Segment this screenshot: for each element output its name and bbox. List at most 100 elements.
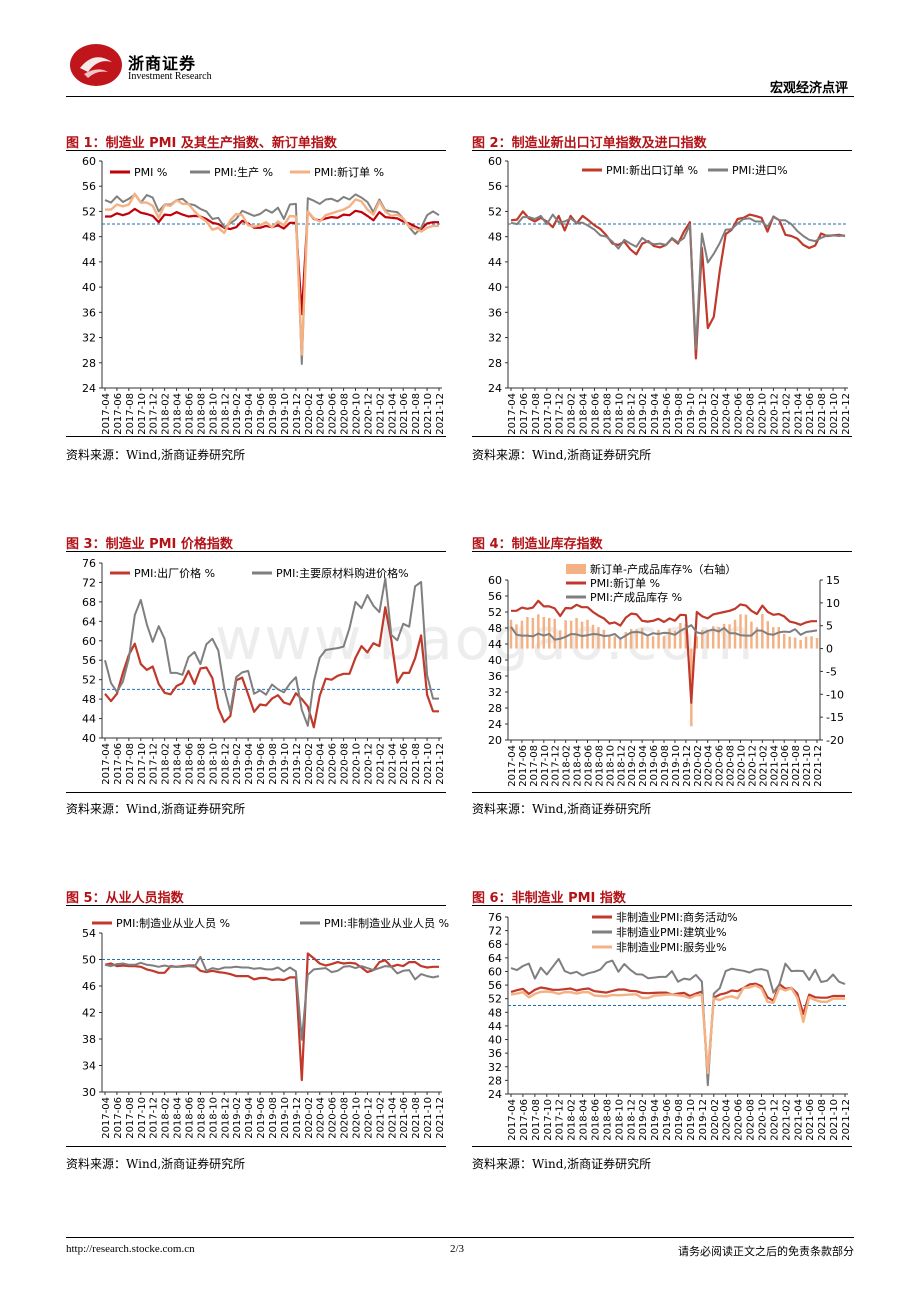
x-tick-label: 2021-06 — [399, 1097, 410, 1139]
x-tick-label: 2020-04 — [316, 1097, 327, 1139]
figure-2-rule — [472, 150, 852, 151]
x-tick-label: 2017-06 — [113, 393, 124, 435]
x-tick-label: 2017-10 — [137, 1097, 148, 1139]
y-tick-label: 60 — [82, 635, 96, 648]
x-tick-label: 2021-08 — [817, 393, 828, 435]
y-tick-label: 52 — [488, 606, 502, 619]
y-tick-label: 32 — [488, 332, 502, 345]
bar — [799, 639, 802, 649]
x-tick-label: 2020-02 — [304, 1097, 315, 1139]
series-line-2 — [511, 599, 817, 704]
x-tick-label: 2018-08 — [196, 393, 207, 435]
x-tick-label: 2020-10 — [352, 1097, 363, 1139]
x-tick-label: 2019-04 — [650, 1099, 661, 1141]
x-tick-label: 2020-08 — [726, 745, 737, 787]
x-tick-label: 2021-08 — [817, 1099, 828, 1141]
x-tick-label: 2020-12 — [769, 393, 780, 435]
x-tick-label: 2018-10 — [208, 743, 219, 785]
legend-label: 新订单-产成品库存%（右轴） — [590, 562, 736, 576]
bar — [553, 618, 556, 649]
bar — [804, 636, 808, 649]
x-tick-label: 2020-06 — [328, 1097, 339, 1139]
figure-6-rule — [472, 905, 852, 906]
bar — [613, 636, 617, 649]
x-tick-label: 2020-06 — [734, 393, 745, 435]
series-line-1 — [105, 207, 439, 316]
bar — [526, 617, 529, 649]
series-line-1 — [510, 982, 845, 1076]
x-tick-label: 2020-02 — [304, 743, 315, 785]
x-tick-label: 2021-02 — [375, 743, 386, 785]
x-tick-label: 2021-08 — [791, 745, 802, 787]
x-tick-label: 2020-08 — [340, 743, 351, 785]
figure-5-rule — [66, 905, 446, 906]
legend-label: PMI:产成品库存 % — [590, 590, 682, 604]
x-tick-label: 2020-12 — [747, 745, 758, 787]
x-tick-label: 2020-06 — [715, 745, 726, 787]
legend-swatch — [566, 564, 586, 574]
y2-tick-label: -15 — [826, 711, 844, 724]
bar — [711, 626, 715, 649]
x-tick-label: 2020-02 — [693, 745, 704, 787]
x-tick-label: 2017-10 — [540, 745, 551, 787]
x-tick-label: 2018-04 — [579, 1099, 590, 1141]
bar — [662, 636, 666, 649]
figure-1-bottom-rule — [66, 436, 446, 437]
footer-url[interactable]: http://research.stocke.com.cn — [66, 1243, 195, 1255]
x-tick-label: 2021-02 — [781, 1099, 792, 1141]
y2-tick-label: 5 — [826, 620, 833, 633]
x-tick-label: 2020-08 — [340, 393, 351, 435]
figure-3-bottom-rule — [66, 792, 446, 793]
figure-2-source: 资料来源：Wind,浙商证券研究所 — [472, 448, 652, 462]
y-tick-label: 68 — [488, 938, 502, 951]
x-tick-label: 2019-12 — [698, 1099, 709, 1141]
x-tick-label: 2018-10 — [614, 1099, 625, 1141]
x-tick-label: 2021-10 — [829, 1099, 840, 1141]
figure-6-title: 图 6：非制造业 PMI 指数 — [472, 891, 626, 906]
x-tick-label: 2021-12 — [841, 1099, 852, 1141]
bar — [575, 617, 578, 649]
x-tick-label: 2020-04 — [722, 1099, 733, 1141]
x-tick-label: 2017-08 — [531, 1099, 542, 1141]
legend-label: PMI % — [134, 166, 167, 179]
bar — [744, 614, 748, 649]
bar — [651, 636, 655, 649]
x-tick-label: 2017-12 — [149, 393, 160, 435]
series-line-2 — [104, 955, 440, 1041]
x-tick-label: 2021-06 — [399, 393, 410, 435]
x-tick-label: 2018-02 — [161, 743, 172, 785]
legend-label: PMI:进口% — [732, 164, 788, 177]
x-tick-label: 2020-08 — [746, 1099, 757, 1141]
bar — [701, 629, 704, 649]
figure-4-title: 图 4：制造业库存指数 — [472, 537, 603, 552]
bar — [537, 614, 540, 649]
bar — [646, 636, 649, 649]
x-tick-label: 2021-02 — [375, 393, 386, 435]
x-tick-label: 2020-12 — [363, 393, 374, 435]
x-tick-label: 2017-06 — [113, 1097, 124, 1139]
bar — [706, 629, 709, 649]
y-tick-label: 24 — [488, 1088, 502, 1101]
y-tick-label: 40 — [82, 281, 96, 294]
y-tick-label: 20 — [488, 734, 502, 747]
x-tick-label: 2017-04 — [101, 1097, 112, 1139]
x-tick-label: 2021-10 — [423, 393, 434, 435]
x-tick-label: 2021-04 — [387, 393, 398, 435]
y-tick-label: 48 — [488, 622, 502, 635]
bar — [695, 636, 699, 649]
x-tick-label: 2018-02 — [562, 745, 573, 787]
bar — [772, 627, 775, 649]
figure-2-title: 图 2：制造业新出口订单指数及进口指数 — [472, 136, 707, 151]
x-tick-label: 2018-10 — [208, 393, 219, 435]
series-line-1 — [104, 606, 439, 729]
x-tick-label: 2020-06 — [328, 743, 339, 785]
legend-label: PMI:新出口订单 % — [606, 163, 698, 177]
y-tick-label: 48 — [488, 231, 502, 244]
x-tick-label: 2018-10 — [614, 393, 625, 435]
y2-tick-label: -10 — [826, 688, 844, 701]
y-tick-label: 52 — [82, 205, 96, 218]
x-tick-label: 2017-10 — [543, 1099, 554, 1141]
y2-tick-label: -20 — [826, 734, 844, 747]
footer-rule — [66, 1237, 854, 1238]
legend-label: PMI:生产 % — [214, 165, 273, 179]
